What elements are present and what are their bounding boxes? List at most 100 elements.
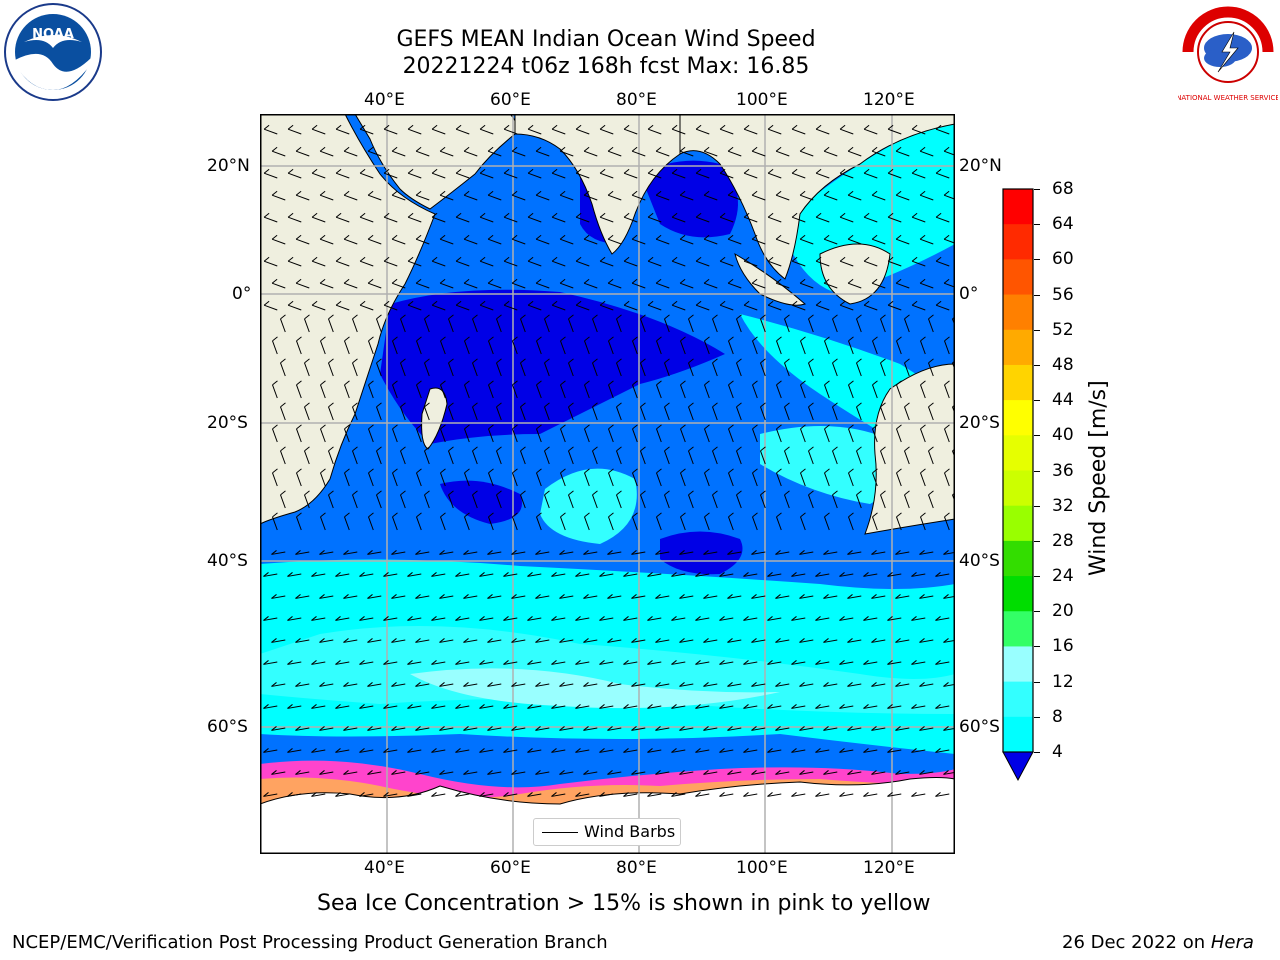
wind-barb: [376, 406, 382, 421]
wind-barb: [263, 573, 278, 577]
wind-barb-flag: [703, 278, 710, 284]
wind-barb-flag: [743, 616, 749, 621]
wind-barb-flag: [751, 146, 758, 152]
colorbar-segment: [1003, 224, 1033, 260]
wind-barb-flag: [551, 168, 558, 174]
wind-barb: [496, 406, 502, 421]
wind-barb: [391, 194, 406, 201]
wind-barb-flag: [920, 424, 926, 430]
wind-barb-flag: [728, 424, 734, 430]
wind-barb: [887, 705, 902, 709]
wind-barb-flag: [847, 770, 853, 775]
wind-barb: [368, 516, 374, 531]
wind-barb-flag: [295, 594, 301, 599]
wind-barb-flag: [400, 358, 406, 364]
wind-barb-flag: [751, 770, 757, 775]
wind-barb: [367, 551, 382, 555]
wind-barb: [599, 749, 614, 753]
wind-barb: [944, 516, 950, 531]
wind-barb: [431, 661, 446, 665]
wind-barb: [311, 617, 326, 621]
wind-barb: [559, 194, 574, 201]
wind-barb: [712, 450, 718, 465]
wind-barb-flag: [943, 146, 950, 152]
wind-barb: [847, 238, 862, 245]
wind-barb-flag: [919, 278, 926, 284]
wind-barb-flag: [856, 402, 862, 408]
wind-barb: [823, 639, 838, 643]
wind-barb: [679, 194, 694, 201]
wind-barb: [328, 450, 334, 465]
wind-barb-flag: [823, 550, 829, 555]
wind-barb: [551, 705, 566, 709]
wind-barb: [359, 128, 374, 135]
wind-barb: [815, 617, 830, 621]
wind-barb: [575, 573, 590, 577]
wind-barb: [848, 428, 854, 443]
wind-barb-flag: [511, 726, 517, 731]
wind-barb-flag: [632, 380, 638, 386]
wind-barb-flag: [623, 124, 630, 130]
wind-barb: [287, 661, 302, 665]
wind-barb: [568, 362, 574, 377]
wind-barb: [935, 617, 950, 621]
wind-barb-flag: [319, 594, 325, 599]
wind-barb: [935, 705, 950, 709]
wind-barb: [887, 260, 902, 267]
wind-barb: [928, 494, 934, 509]
wind-barb-flag: [896, 468, 902, 474]
wind-barb-flag: [575, 748, 581, 753]
westerlies-core: [260, 626, 955, 714]
wind-barb: [367, 595, 382, 599]
wind-barb-flag: [335, 748, 341, 753]
wind-barb-flag: [376, 358, 382, 364]
wind-barb-flag: [527, 124, 534, 130]
wind-barb-flag: [808, 402, 814, 408]
wind-barb: [776, 340, 782, 355]
wind-barb-flag: [856, 314, 862, 320]
wind-barb-flag: [856, 358, 862, 364]
wind-barb-flag: [415, 594, 421, 599]
wind-barb-flag: [895, 770, 901, 775]
wind-barb-flag: [359, 300, 366, 306]
wind-barb-flag: [736, 358, 742, 364]
wind-barb: [464, 516, 470, 531]
wind-barb-flag: [439, 770, 445, 775]
wind-barb-flag: [880, 490, 886, 496]
wind-barb: [623, 573, 638, 577]
wind-barb: [287, 705, 302, 709]
wind-barb-flag: [392, 380, 398, 386]
wind-barb: [376, 318, 382, 333]
colorbar-tick-mark: [1034, 470, 1040, 472]
wind-barb: [263, 661, 278, 665]
wind-barb-flag: [863, 616, 869, 621]
wind-barb: [440, 384, 446, 399]
wind-barb: [743, 705, 758, 709]
wind-barb-flag: [407, 256, 414, 262]
wind-barb: [631, 595, 646, 599]
wind-barb: [895, 727, 910, 731]
wind-barb-flag: [848, 468, 854, 474]
wind-barb: [559, 238, 574, 245]
colorbar-tick-label: 44: [1052, 390, 1074, 411]
wind-barb-flag: [847, 234, 854, 240]
wind-barb-flag: [359, 124, 366, 130]
wind-barb-flag: [391, 594, 397, 599]
colorbar-ticks: 68 64 60 56 52 48 44 40 36 32 28 24 20 16 12 8 4: [1034, 0, 1094, 960]
wind-barb-flag: [760, 314, 766, 320]
windy-zone-scs: [780, 114, 955, 294]
wind-barb: [551, 793, 566, 797]
wind-barb-flag: [431, 572, 437, 577]
wind-barb: [568, 494, 574, 509]
wind-barb-flag: [775, 278, 782, 284]
wind-barb: [383, 304, 398, 311]
wind-barb: [751, 595, 766, 599]
wind-barb: [599, 661, 614, 665]
wind-barb: [872, 340, 878, 355]
wind-barb: [544, 450, 550, 465]
wind-barb: [655, 595, 670, 599]
wind-barb-flag: [887, 256, 894, 262]
wind-barb-flag: [784, 314, 790, 320]
wind-barb: [895, 595, 910, 599]
wind-barb-flag: [679, 726, 685, 731]
